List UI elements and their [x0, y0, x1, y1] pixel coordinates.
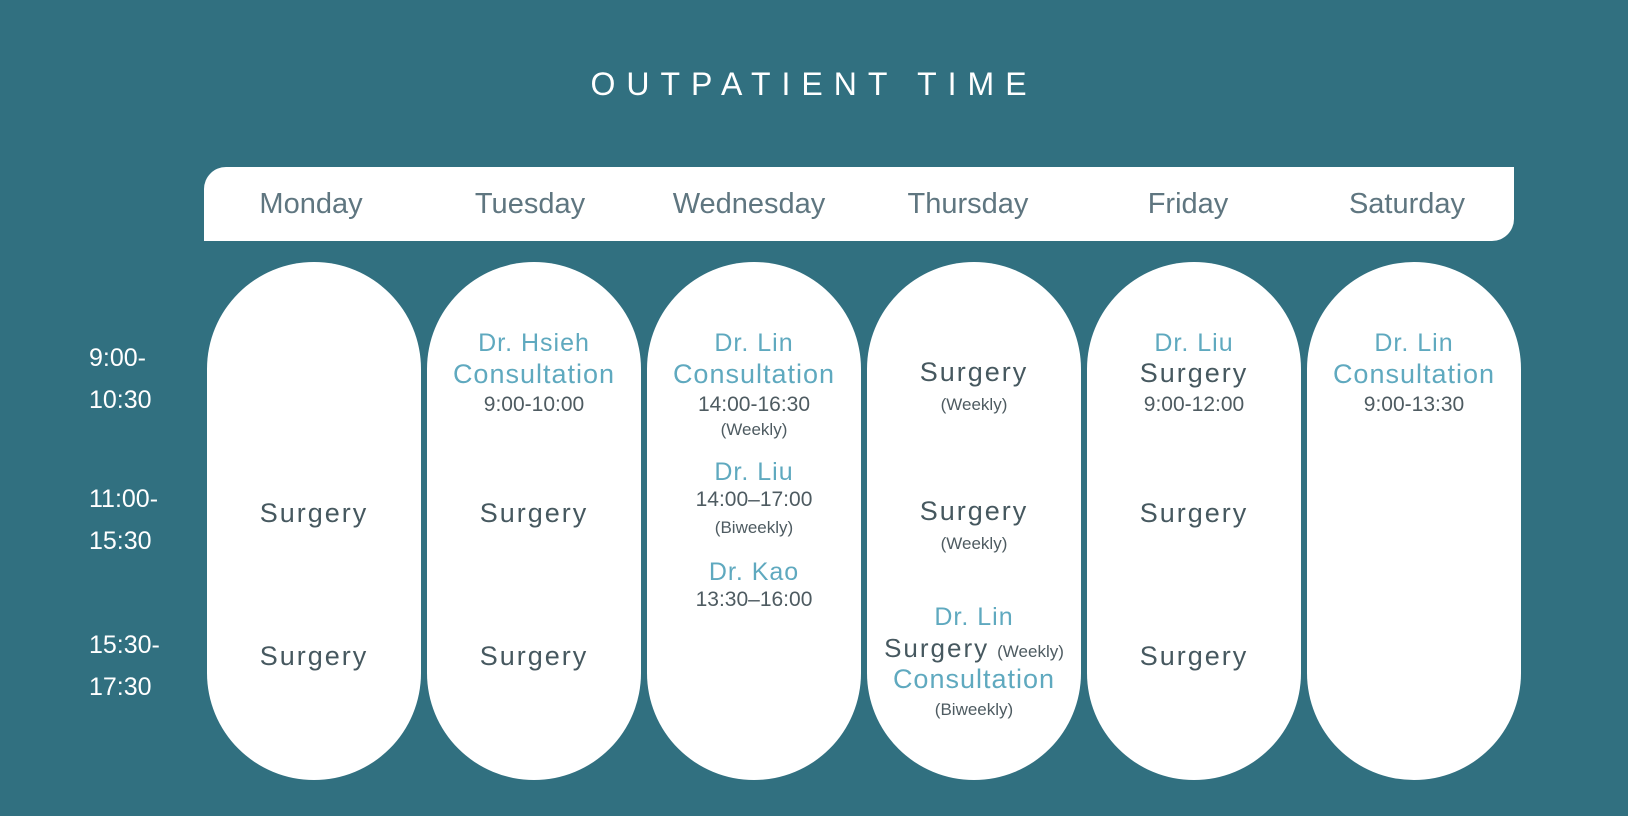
wednesday-entry1-activity: Consultation [672, 359, 836, 389]
wednesday-entry1-hours: 14:00-16:30 [697, 393, 811, 416]
friday-column: Dr. Liu Surgery 9:00-12:00 Surgery Surge… [1087, 262, 1301, 780]
saturday-column: Dr. Lin Consultation 9:00-13:30 [1307, 262, 1521, 780]
thursday-column: Surgery (Weekly) Surgery (Weekly) Dr. Li… [867, 262, 1081, 780]
wednesday-entry3-doctor: Dr. Kao [708, 558, 800, 586]
tuesday-slot2-activity: Surgery [479, 498, 589, 528]
saturday-slot1-activity: Consultation [1332, 359, 1496, 389]
thursday-slot3-note1: (Weekly) [997, 642, 1064, 661]
wednesday-entry2-doctor: Dr. Liu [714, 458, 794, 486]
wednesday-entry2-note: (Biweekly) [714, 518, 794, 537]
day-wednesday: Wednesday [672, 188, 826, 220]
thursday-slot3-activity1: Surgery [884, 633, 990, 663]
saturday-slot1-hours: 9:00-13:30 [1363, 393, 1465, 416]
day-saturday: Saturday [1348, 188, 1466, 220]
day-tuesday: Tuesday [474, 188, 586, 220]
time-slot-2-start: 11:00- [89, 485, 159, 513]
tuesday-slot1-activity: Consultation [452, 359, 616, 389]
thursday-slot3-note2: (Biweekly) [934, 700, 1014, 719]
thursday-slot1-activity: Surgery [919, 357, 1029, 387]
thursday-slot3-activity2: Consultation [892, 664, 1056, 694]
thursday-slot2-note: (Weekly) [940, 534, 1008, 553]
monday-slot2-activity: Surgery [259, 498, 369, 528]
wednesday-entry1-doctor: Dr. Lin [714, 329, 794, 357]
day-friday: Friday [1147, 188, 1229, 220]
time-slot-1: 9:00- 10:30 [89, 337, 152, 421]
friday-slot1-activity: Surgery [1139, 358, 1249, 388]
time-slot-1-end: 10:30 [89, 386, 152, 414]
wednesday-entry3-hours: 13:30–16:00 [695, 588, 813, 611]
time-slot-3-start: 15:30- [89, 631, 160, 659]
time-slot-2: 11:00- 15:30 [89, 478, 158, 562]
wednesday-entry2-hours: 14:00–17:00 [695, 488, 813, 511]
time-slot-3-end: 17:30 [89, 673, 152, 701]
time-slot-1-start: 9:00- [89, 344, 146, 372]
tuesday-slot3-activity: Surgery [479, 641, 589, 671]
thursday-slot2-activity: Surgery [919, 496, 1029, 526]
time-slot-3: 15:30- 17:30 [89, 624, 160, 708]
tuesday-slot1-doctor: Dr. Hsieh [478, 329, 590, 357]
day-header-bar: Monday Tuesday Wednesday Thursday Friday… [204, 167, 1514, 241]
wednesday-column: Dr. Lin Consultation 14:00-16:30 (Weekly… [647, 262, 861, 780]
monday-slot3-activity: Surgery [259, 641, 369, 671]
day-monday: Monday [259, 188, 363, 220]
tuesday-column: Dr. Hsieh Consultation 9:00-10:00 Surger… [427, 262, 641, 780]
friday-slot3-activity: Surgery [1139, 641, 1249, 671]
thursday-slot1-note: (Weekly) [940, 395, 1008, 414]
saturday-slot1-doctor: Dr. Lin [1374, 329, 1454, 357]
thursday-slot3-doctor: Dr. Lin [934, 603, 1014, 631]
friday-slot1-doctor: Dr. Liu [1154, 329, 1234, 357]
tuesday-slot1-hours: 9:00-10:00 [483, 393, 585, 416]
page-title: OUTPATIENT TIME [590, 66, 1038, 102]
friday-slot1-hours: 9:00-12:00 [1143, 393, 1245, 416]
day-thursday: Thursday [907, 188, 1029, 220]
wednesday-entry1-note: (Weekly) [720, 420, 788, 439]
monday-column: Surgery Surgery [207, 262, 421, 780]
thursday-slot3-surgery-line: Surgery (Weekly) [867, 633, 1081, 664]
time-slot-2-end: 15:30 [89, 527, 152, 555]
friday-slot2-activity: Surgery [1139, 498, 1249, 528]
